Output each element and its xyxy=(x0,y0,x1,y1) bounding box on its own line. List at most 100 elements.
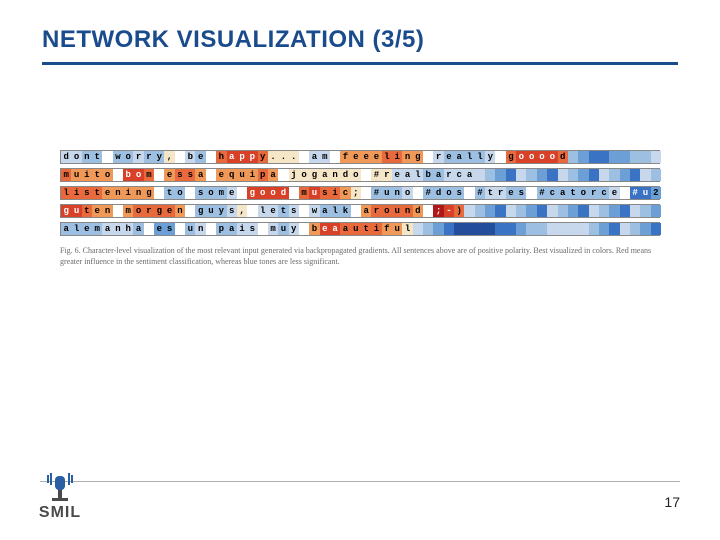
heatmap-cell: # xyxy=(475,187,485,199)
heatmap-cell xyxy=(475,169,485,181)
heatmap-cell: a xyxy=(330,223,340,235)
heatmap-cell xyxy=(475,223,485,235)
heatmap-cell: c xyxy=(454,169,464,181)
heatmap-cell: f xyxy=(340,151,350,163)
heatmap-cell xyxy=(640,205,650,217)
heatmap-cell: g xyxy=(144,187,154,199)
heatmap-cell: k xyxy=(340,205,350,217)
heatmap-cell xyxy=(495,169,505,181)
heatmap-cell: l xyxy=(61,187,71,199)
heatmap-cell: u xyxy=(278,223,288,235)
heatmap-cell: t xyxy=(361,223,371,235)
heatmap-cell: # xyxy=(371,187,381,199)
heatmap-cell: p xyxy=(237,151,247,163)
heatmap-cell: o xyxy=(578,187,588,199)
heatmap-cell: y xyxy=(485,151,495,163)
heatmap-cell: i xyxy=(247,169,257,181)
heatmap-cell: r xyxy=(444,169,454,181)
heatmap-cell: w xyxy=(309,205,319,217)
heatmap-cell xyxy=(413,187,423,199)
heatmap-cell: r xyxy=(371,205,381,217)
heatmap-cell xyxy=(154,187,164,199)
heatmap-cell: , xyxy=(164,151,174,163)
heatmap-cell: g xyxy=(61,205,71,217)
heatmap-cell: s xyxy=(247,223,257,235)
heatmap-cell xyxy=(361,169,371,181)
heatmap-cell: c xyxy=(340,187,350,199)
heatmap-cell: m xyxy=(299,187,309,199)
heatmap-cell: s xyxy=(82,187,92,199)
heatmap-cell: r xyxy=(433,151,443,163)
heatmap-cell: g xyxy=(247,187,257,199)
heatmap-cell xyxy=(423,223,433,235)
heatmap-cell: t xyxy=(92,169,102,181)
heatmap-cell: o xyxy=(71,151,81,163)
heatmap-cell xyxy=(289,187,299,199)
heatmap-cell: y xyxy=(216,205,226,217)
heatmap-cell: ; xyxy=(351,187,361,199)
heatmap-cell: d xyxy=(340,169,350,181)
heatmap-cell xyxy=(620,169,630,181)
heatmap-cell xyxy=(485,223,495,235)
heatmap-cell xyxy=(620,187,630,199)
heatmap-cell xyxy=(568,223,578,235)
heatmap-cell: - xyxy=(444,205,454,217)
heatmap-cell xyxy=(589,223,599,235)
heatmap-cell xyxy=(526,205,536,217)
heatmap-cell: s xyxy=(195,187,205,199)
heatmap-cell xyxy=(516,169,526,181)
heatmap-cell: m xyxy=(268,223,278,235)
heatmap-cell: t xyxy=(164,187,174,199)
heatmap-cell xyxy=(361,187,371,199)
heatmap-cell: u xyxy=(392,205,402,217)
heatmap-cell xyxy=(506,205,516,217)
heatmap-cell xyxy=(558,205,568,217)
heatmap-cell: s xyxy=(227,205,237,217)
heatmap-cell: # xyxy=(537,187,547,199)
heatmap-cell xyxy=(630,169,640,181)
heatmap-cell xyxy=(206,223,216,235)
heatmap-cell: e xyxy=(351,151,361,163)
heatmap-cell: s xyxy=(164,223,174,235)
heatmap-cell xyxy=(299,151,309,163)
heatmap-cell: l xyxy=(413,169,423,181)
heatmap-cell: u xyxy=(71,169,81,181)
heatmap-cell: i xyxy=(237,223,247,235)
heatmap-cell xyxy=(547,169,557,181)
heatmap-cell xyxy=(547,223,557,235)
heatmap-cell: u xyxy=(185,223,195,235)
heatmap-cell: o xyxy=(547,151,557,163)
heatmap-cell: , xyxy=(237,205,247,217)
heatmap-cell xyxy=(299,223,309,235)
heatmap-cell xyxy=(589,205,599,217)
heatmap-cell xyxy=(568,205,578,217)
heatmap-cell: a xyxy=(195,169,205,181)
heatmap-cell xyxy=(154,169,164,181)
heatmap-cell: o xyxy=(268,187,278,199)
heatmap-cell: n xyxy=(113,187,123,199)
heatmap-cell: e xyxy=(216,169,226,181)
heatmap-cell: b xyxy=(123,169,133,181)
heatmap-cell: # xyxy=(423,187,433,199)
heatmap-cell: r xyxy=(495,187,505,199)
heatmap-cell xyxy=(630,205,640,217)
heatmap-cell: m xyxy=(320,151,330,163)
heatmap-cell: n xyxy=(195,223,205,235)
heatmap-cell: i xyxy=(123,187,133,199)
heatmap-cell: o xyxy=(402,187,412,199)
heatmap-cell xyxy=(599,223,609,235)
heatmap-cell xyxy=(640,151,650,163)
heatmap-cell xyxy=(640,223,650,235)
heatmap-cell: u xyxy=(382,187,392,199)
heatmap-cell: h xyxy=(123,223,133,235)
heatmap-cell xyxy=(651,205,661,217)
heatmap-cell: g xyxy=(309,169,319,181)
heatmap-cell xyxy=(206,169,216,181)
heatmap-cell: q xyxy=(227,169,237,181)
heatmap-cell: r xyxy=(382,169,392,181)
heatmap-cell: ; xyxy=(433,205,443,217)
visualization-figure: dontworry,behappy...amfeeelingreallygooo… xyxy=(60,150,660,268)
heatmap-cell: t xyxy=(92,187,102,199)
heatmap-cell: r xyxy=(133,151,143,163)
heatmap-cell xyxy=(444,223,454,235)
